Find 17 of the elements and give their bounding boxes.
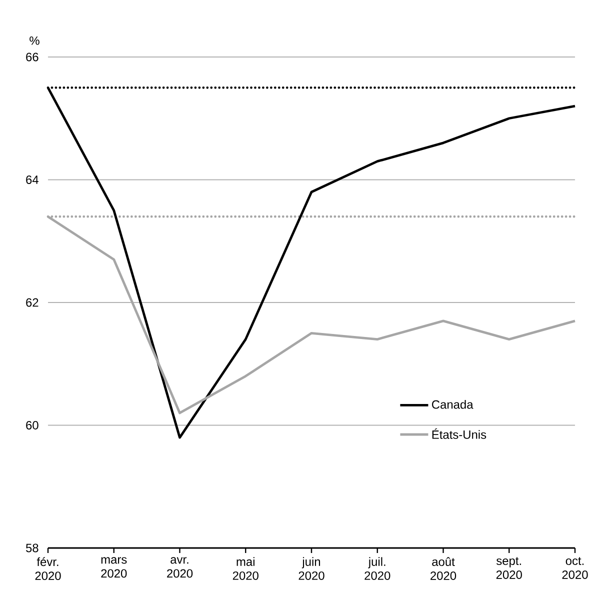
y-tick-label: 66 (26, 52, 38, 62)
x-tick-label: oct. 2020 (562, 557, 588, 579)
x-tick-label: mars 2020 (101, 557, 127, 578)
y-tick-label: 64 (26, 176, 38, 184)
legend-label: États-Unis (432, 428, 486, 439)
y-tick-label: 62 (26, 298, 38, 307)
x-tick-label: févr. 2020 (35, 557, 61, 580)
x-tick-label: août 2020 (430, 557, 456, 580)
legend-label: Canada (432, 400, 474, 409)
x-tick-label: avr. 2020 (167, 557, 193, 578)
y-tick-label: 58 (26, 544, 38, 552)
x-tick-label: juin 2020 (298, 557, 324, 580)
x-tick-label: juil. 2020 (364, 557, 390, 580)
y-axis-title: % (30, 36, 40, 45)
x-tick-label: sept. 2020 (496, 557, 522, 579)
y-tick-label: 60 (26, 421, 38, 430)
x-tick-label: mai 2020 (232, 557, 258, 580)
